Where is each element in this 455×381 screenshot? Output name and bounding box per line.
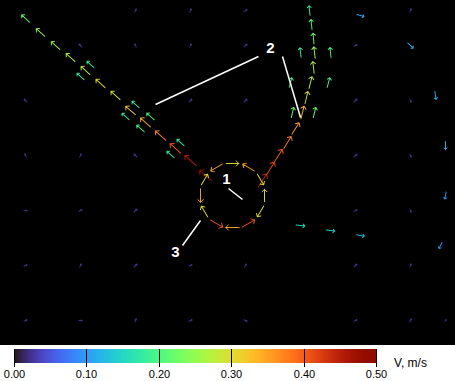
svg-text:1: 1 <box>222 170 230 187</box>
svg-text:2: 2 <box>266 39 274 56</box>
svg-text:0.50: 0.50 <box>366 368 387 380</box>
svg-text:0.30: 0.30 <box>221 368 242 380</box>
svg-text:3: 3 <box>171 243 179 260</box>
svg-text:0.20: 0.20 <box>149 368 170 380</box>
svg-text:0.10: 0.10 <box>76 368 97 380</box>
html-text:V, m/s: V, m/s <box>394 356 427 370</box>
svg-text:0.40: 0.40 <box>294 368 315 380</box>
svg-text:0.00: 0.00 <box>4 368 25 380</box>
